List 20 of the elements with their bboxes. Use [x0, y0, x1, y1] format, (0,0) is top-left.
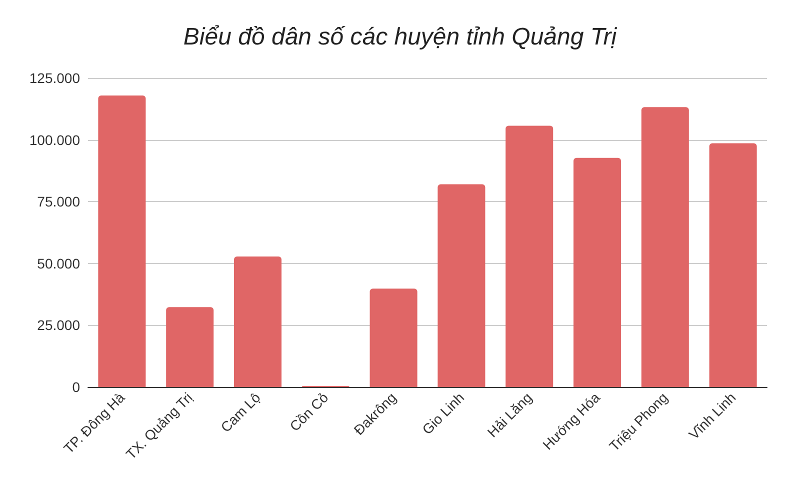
bar	[166, 307, 214, 387]
y-tick-label: 75.000	[37, 194, 80, 210]
y-tick-label: 25.000	[37, 317, 80, 334]
bar	[98, 96, 146, 387]
bar	[641, 107, 689, 387]
bar	[709, 143, 757, 387]
bar	[506, 126, 554, 387]
y-tick-label: 50.000	[37, 255, 80, 272]
x-tick-label: Cồn Cỏ	[286, 389, 332, 434]
y-tick-label: 100.000	[29, 132, 80, 148]
y-tick-label: 0	[72, 379, 80, 395]
bar	[234, 256, 282, 387]
x-tick-label: Vĩnh Linh	[686, 389, 739, 442]
bar	[438, 184, 486, 387]
bar	[573, 158, 622, 387]
chart-title: Biểu đồ dân số các huyện tỉnh Quảng Trị	[183, 24, 618, 50]
bar	[370, 288, 418, 387]
y-tick-label: 125.000	[29, 70, 80, 86]
x-tick-label: Gio Linh	[418, 389, 468, 438]
x-tick-label: Cam Lộ	[217, 389, 264, 436]
